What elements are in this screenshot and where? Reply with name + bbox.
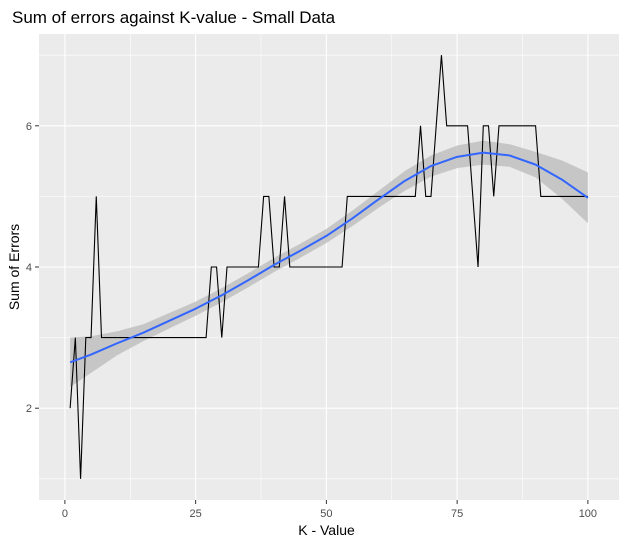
x-tick-label: 25 xyxy=(190,508,202,520)
y-tick-label: 2 xyxy=(26,403,32,415)
x-axis-title: K - Value xyxy=(298,522,355,538)
x-axis-ticks: 0 25 50 75 100 xyxy=(62,500,597,520)
y-tick-label: 6 xyxy=(26,121,32,133)
x-tick-label: 50 xyxy=(320,508,332,520)
smooth-trend-line-layer xyxy=(69,151,589,364)
raw-error-line xyxy=(69,55,588,479)
y-axis-title: Sum of Errors xyxy=(6,224,22,310)
x-tick-label: 100 xyxy=(579,508,597,520)
x-tick-label: 0 xyxy=(62,508,68,520)
raw-error-line-layer xyxy=(69,55,588,479)
chart-title: Sum of errors against K-value - Small Da… xyxy=(12,8,336,27)
x-tick-label: 75 xyxy=(451,508,463,520)
y-tick-label: 4 xyxy=(26,262,32,274)
smooth-trend-line xyxy=(69,151,589,364)
y-axis-ticks: 2 4 6 xyxy=(26,121,39,415)
